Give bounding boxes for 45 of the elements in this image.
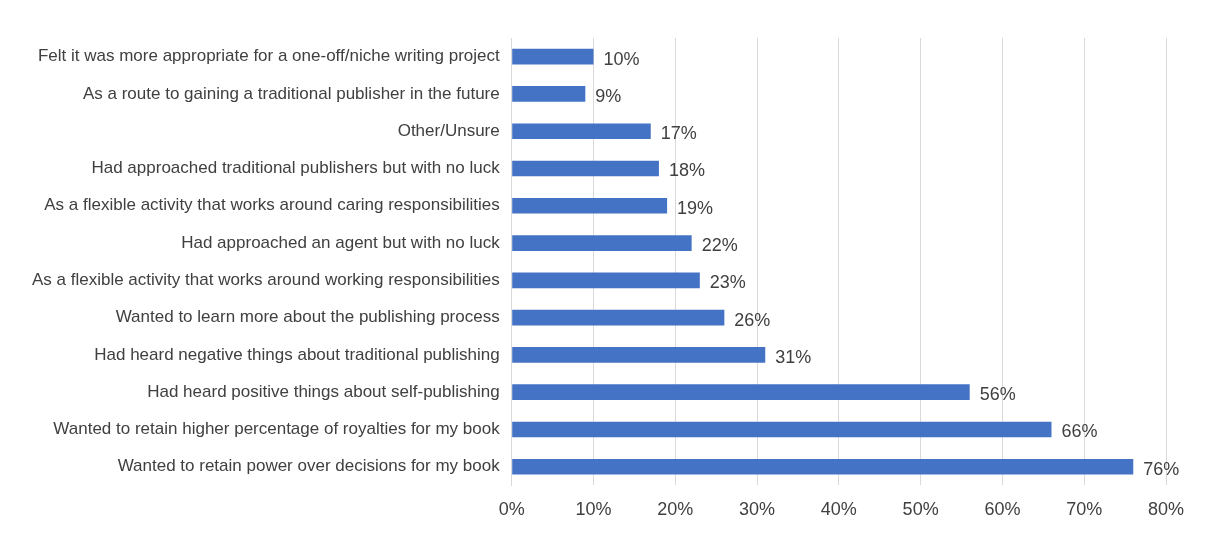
data-label: 23%: [709, 272, 746, 293]
data-label: 17%: [660, 123, 697, 144]
bar: [512, 48, 594, 65]
y-tick-label: Other/Unsure: [397, 120, 500, 140]
data-label: 31%: [775, 346, 812, 367]
x-tick-label: 30%: [739, 499, 776, 520]
bar: [512, 272, 700, 289]
bar: [512, 160, 659, 177]
data-label: 19%: [677, 197, 714, 218]
y-tick-label: As a flexible activity that works around caring responsibilities: [44, 195, 500, 215]
bar: [512, 421, 1052, 438]
data-label: 10%: [603, 48, 640, 69]
data-label: 76%: [1143, 458, 1180, 479]
data-label: 66%: [1061, 421, 1098, 442]
data-label: 9%: [595, 85, 622, 106]
data-label: 56%: [979, 384, 1016, 405]
bar: [512, 86, 586, 102]
bar: [512, 384, 970, 401]
y-tick-label: Felt it was more appropriate for a one-off/niche writing project: [37, 46, 500, 66]
y-tick-label: Had heard negative things about traditional publishing: [94, 344, 500, 364]
y-tick-label: Wanted to retain power over decisions for my book: [117, 456, 501, 476]
x-tick-label: 40%: [820, 499, 857, 520]
y-tick-label: Had approached an agent but with no luck: [181, 232, 501, 252]
y-tick-label: Wanted to retain higher percentage of royalties for my book: [53, 419, 501, 439]
bar: [512, 347, 766, 363]
y-tick-label: Had approached traditional publishers but with no luck: [91, 158, 501, 178]
x-tick-label: 60%: [984, 499, 1021, 520]
x-tick-label: 10%: [575, 499, 612, 520]
x-tick-label: 0%: [498, 499, 525, 520]
bar: [512, 235, 692, 251]
x-tick-label: 20%: [657, 499, 694, 520]
y-tick-label: Had heard positive things about self-publishing: [147, 381, 500, 401]
y-tick-label: As a flexible activity that works around working responsibilities: [31, 270, 500, 290]
bar: [512, 458, 1134, 475]
y-tick-label: As a route to gaining a traditional publisher in the future: [82, 83, 500, 103]
bar: [512, 123, 651, 140]
x-tick-label: 80%: [1147, 499, 1185, 520]
x-tick-label: 50%: [902, 499, 939, 520]
data-label: 22%: [701, 235, 738, 256]
data-label: 18%: [668, 160, 705, 181]
bar: [512, 309, 725, 326]
data-label: 26%: [734, 309, 771, 330]
y-tick-label: Wanted to learn more about the publishing process: [115, 307, 500, 327]
bar: [512, 197, 668, 214]
x-tick-label: 70%: [1066, 499, 1103, 520]
